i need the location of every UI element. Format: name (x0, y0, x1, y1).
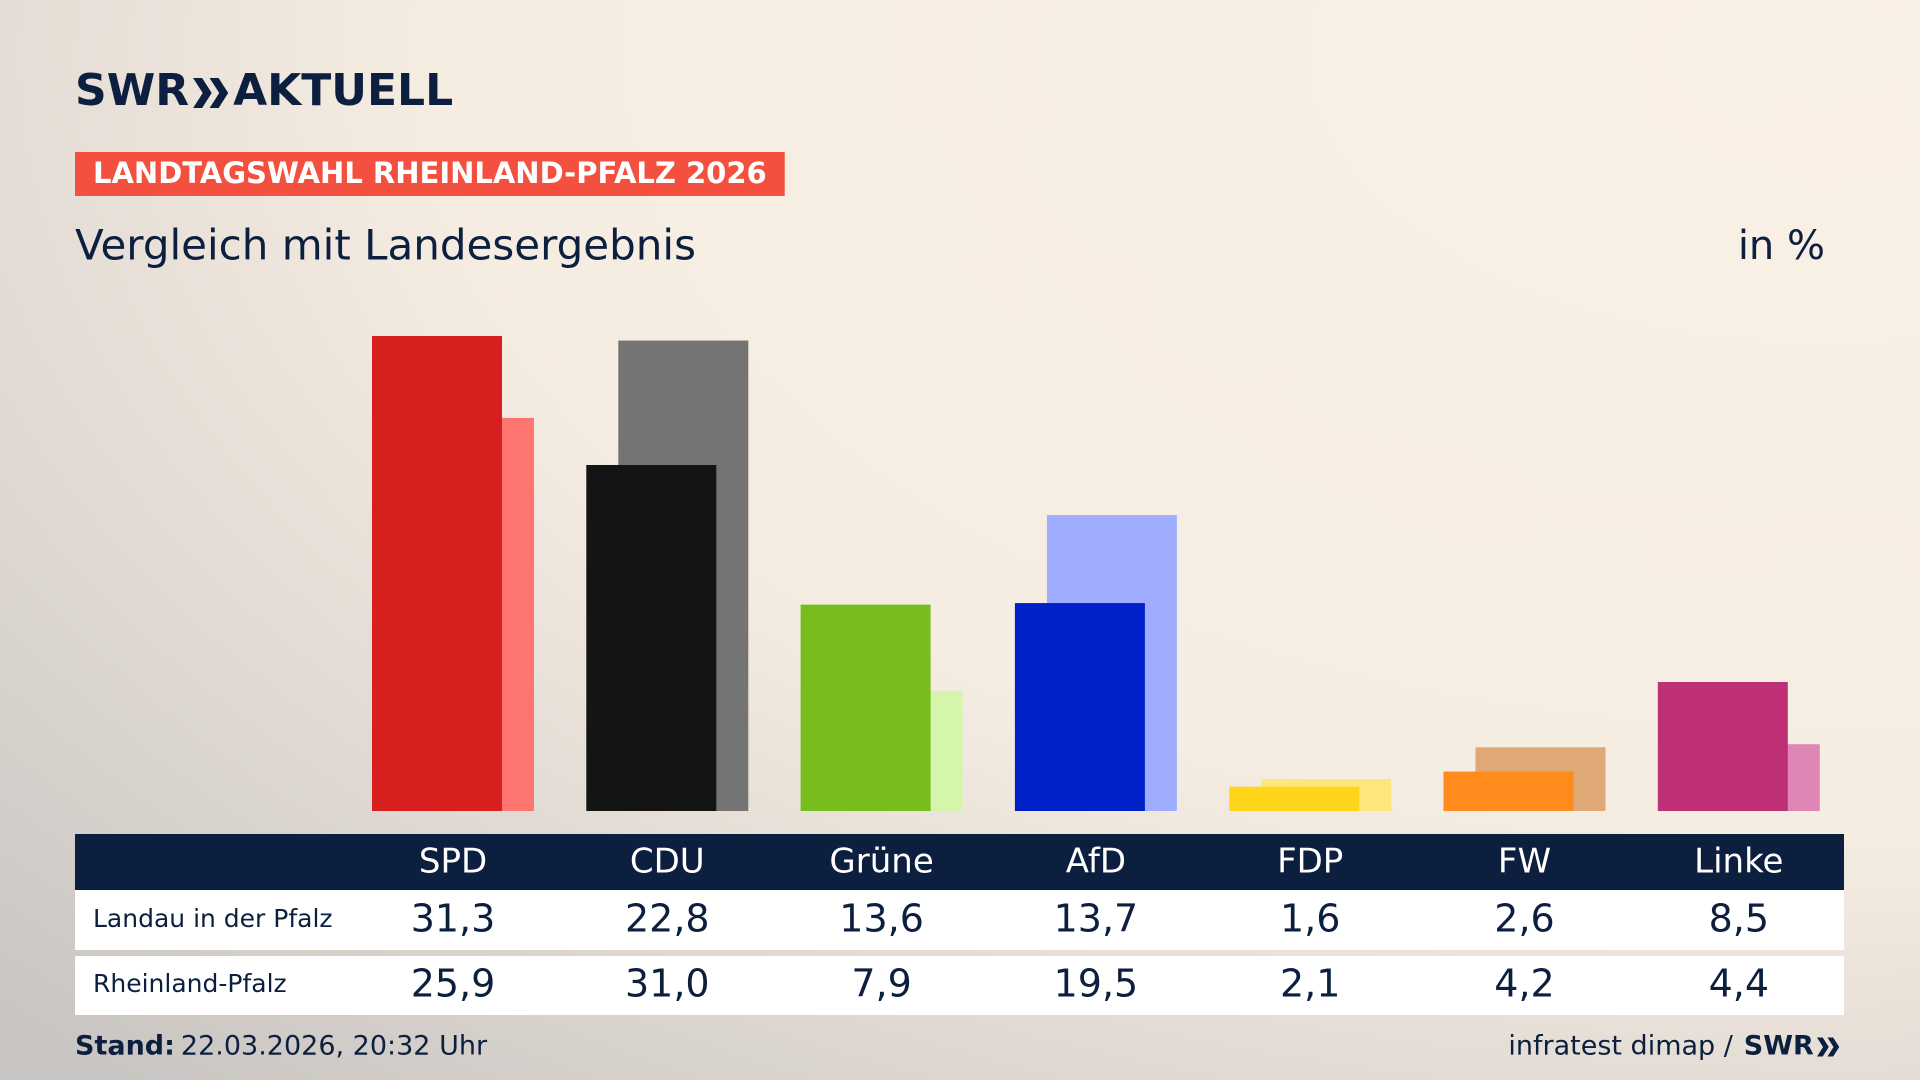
timestamp-label: Stand: (75, 1031, 175, 1062)
bar (1657, 682, 1788, 811)
category-label: CDU (630, 842, 705, 882)
bar (1443, 771, 1574, 811)
unit: in % (1738, 223, 1825, 269)
kicker-box (75, 152, 785, 196)
brand: SWR (75, 65, 189, 116)
bar (1229, 786, 1360, 811)
category-label: FDP (1277, 842, 1343, 882)
value-label: 13,6 (839, 897, 924, 941)
timestamp: 22.03.2026, 20:32 Uhr (181, 1031, 488, 1062)
table-row (75, 890, 1844, 950)
kicker: LANDTAGSWAHL RHEINLAND-PFALZ 2026 (93, 156, 767, 190)
row-label: Landau in der Pfalz (93, 904, 333, 933)
product: AKTUELL (233, 65, 453, 116)
value-label: 4,4 (1709, 962, 1769, 1006)
logo: SWR AKTUELL (75, 65, 453, 116)
category-label: AfD (1066, 842, 1126, 882)
value-label: 2,1 (1280, 962, 1340, 1006)
value-label: 7,9 (851, 962, 911, 1006)
chart-title: Vergleich mit Landesergebnis (75, 221, 696, 270)
bar (372, 336, 502, 811)
source: infratest dimap / (1508, 1031, 1733, 1062)
category-label: Grüne (829, 842, 933, 882)
category-label: SPD (419, 842, 487, 882)
table-row (75, 956, 1844, 1015)
value-label: 31,3 (411, 897, 496, 941)
value-label: 2,6 (1494, 897, 1554, 941)
value-label: 19,5 (1054, 962, 1139, 1006)
value-label: 22,8 (625, 897, 710, 941)
value-label: 25,9 (411, 962, 496, 1006)
source-chevrons (1817, 1037, 1840, 1057)
value-label: 31,0 (625, 962, 710, 1006)
value-label: 8,5 (1709, 897, 1769, 941)
value-label: 1,6 (1280, 897, 1340, 941)
value-label: 4,2 (1494, 962, 1554, 1006)
table-header (75, 834, 1844, 890)
category-label: Linke (1694, 842, 1783, 882)
value-label: 13,7 (1054, 897, 1139, 941)
category-label: FW (1498, 842, 1551, 882)
brand-chevrons (193, 78, 229, 108)
bar (800, 604, 931, 811)
row-label: Rheinland-Pfalz (93, 969, 287, 998)
bar (586, 464, 717, 811)
bar (1014, 603, 1145, 811)
source-brand: SWR (1744, 1031, 1814, 1062)
